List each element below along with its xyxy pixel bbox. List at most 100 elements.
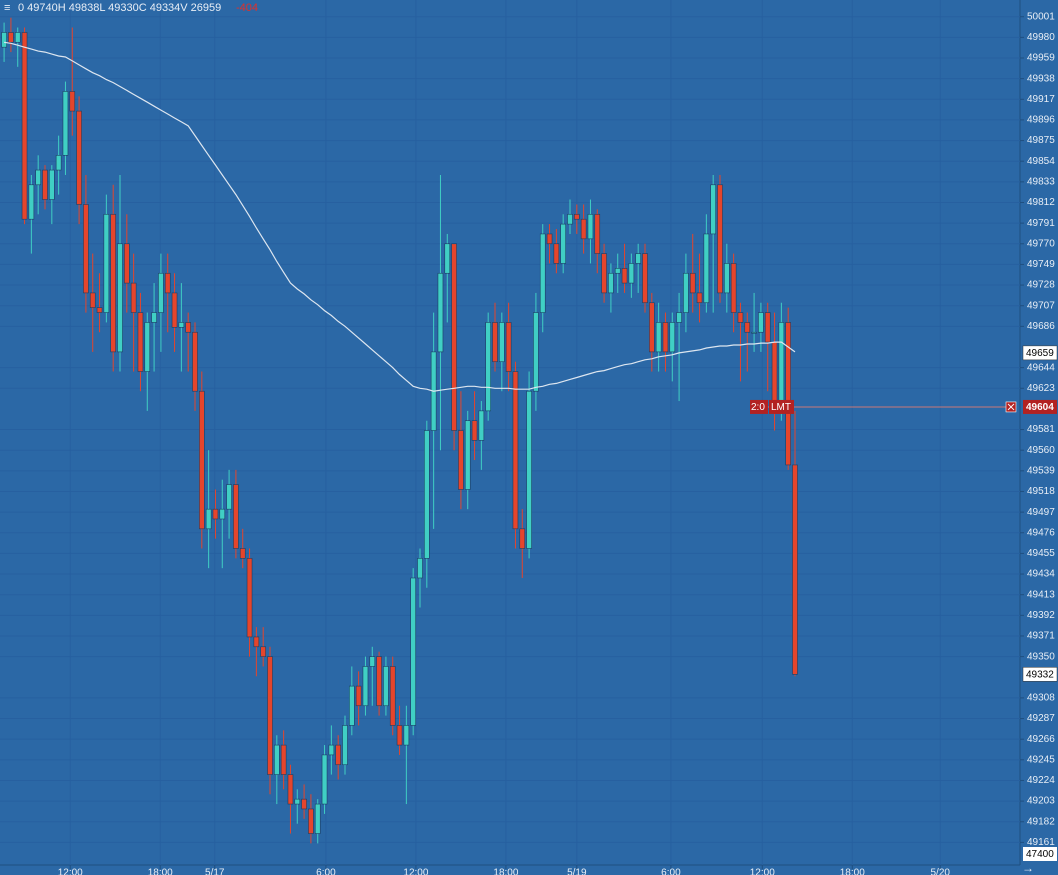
ma-price-label: 49659 (1026, 348, 1054, 359)
candle-body (280, 744, 287, 775)
candle-body (21, 32, 28, 220)
candle-body (669, 322, 676, 353)
candle-body (199, 390, 205, 530)
candle-body (724, 263, 730, 294)
candle-body (737, 312, 744, 323)
candle-body (117, 243, 123, 353)
y-tick-label: 49833 (1027, 176, 1055, 187)
y-tick-label: 49959 (1027, 53, 1055, 64)
candle-body (144, 322, 151, 372)
candle-body (587, 213, 594, 240)
y-tick-label: 49413 (1027, 589, 1055, 600)
candle-body (151, 312, 157, 323)
candle-body (110, 213, 116, 353)
candle-body (655, 322, 662, 353)
candle-body (260, 646, 266, 657)
candle-body (505, 322, 512, 372)
candle-body (355, 685, 362, 707)
candle-body (628, 263, 635, 284)
candle-body (389, 666, 396, 726)
x-tick-label: 6:00 (661, 868, 681, 875)
y-tick-label: 49203 (1027, 796, 1055, 807)
scroll-arrow[interactable]: → (1022, 861, 1034, 875)
candle-body (89, 292, 96, 308)
candle-body (635, 253, 641, 264)
candle-body (710, 184, 716, 235)
candle-body (417, 558, 423, 579)
candle-body (328, 744, 335, 756)
y-tick-label: 49749 (1027, 259, 1055, 270)
last-price-label: 49332 (1026, 669, 1054, 680)
candle-body (478, 410, 485, 441)
candle-body (253, 636, 260, 648)
corner-box (1023, 847, 1057, 861)
candle-body (301, 798, 307, 810)
candle-body (287, 774, 294, 805)
candle-body (792, 464, 798, 675)
marks (1, 17, 1008, 844)
y-tick-label: 49182 (1027, 816, 1055, 827)
y-tick-label: 49938 (1027, 73, 1055, 84)
candle-body (594, 213, 601, 254)
candle-body (35, 169, 41, 186)
candle-body (362, 666, 369, 707)
order-cancel-x (1007, 403, 1015, 411)
candle-body (410, 577, 416, 726)
candle-body (158, 272, 164, 313)
candle-body (192, 331, 198, 392)
grid (0, 0, 1020, 865)
candle-body (424, 430, 430, 559)
y-tick-label: 49392 (1027, 610, 1055, 621)
candle-body (267, 656, 273, 775)
y-tick-label: 49308 (1027, 693, 1055, 704)
order-kind-box (769, 399, 794, 414)
candle-body (560, 223, 566, 264)
y-tick-label: 50001 (1027, 11, 1055, 22)
candle-body (14, 32, 21, 43)
candle-body (171, 292, 178, 328)
x-tick-label: 12:00 (58, 868, 83, 875)
candle-body (485, 322, 491, 412)
y-tick-label: 49497 (1027, 507, 1055, 518)
candle-body (458, 430, 464, 490)
candle-body (178, 322, 185, 328)
x-tick-label: 12:00 (403, 868, 428, 875)
candle-body (55, 155, 62, 171)
candle-body (758, 312, 764, 333)
candle-body (519, 528, 526, 549)
x-tick-label: 18:00 (493, 868, 518, 875)
candle-body (451, 243, 457, 431)
candle-body (314, 803, 321, 834)
candle-body (642, 253, 648, 304)
y-tick-label: 49287 (1027, 713, 1055, 724)
x-tick-label: 18:00 (840, 868, 865, 875)
labels: 50001 49980 49959 49938 49917 49896 49875 49854… (58, 11, 1058, 875)
candle-body (689, 272, 696, 294)
candle-body (376, 656, 382, 707)
candle-body (683, 272, 689, 313)
candle-body (369, 656, 376, 667)
candle-body (567, 213, 573, 225)
candle-body (730, 263, 737, 313)
x-tick-label: 18:00 (148, 868, 173, 875)
candle-body (539, 233, 546, 313)
candle-body (205, 508, 212, 530)
candle-body (696, 292, 703, 304)
candle-body (226, 484, 232, 510)
candle-body (778, 322, 785, 412)
order-kind: LMT (771, 402, 791, 413)
candle-body (621, 268, 628, 284)
candle-body (42, 169, 48, 200)
x-tick-label: 6:00 (316, 868, 336, 875)
y-tick-label: 49455 (1027, 548, 1055, 559)
menu-icon[interactable]: ≡ (4, 2, 10, 14)
candle-body (471, 420, 478, 441)
candle-body (49, 169, 55, 200)
y-tick-label: 49791 (1027, 218, 1055, 229)
candle-body (335, 744, 341, 766)
y-tick-label: 49581 (1027, 424, 1055, 435)
x-tick-label: 5/20 (930, 868, 950, 875)
y-tick-label: 49371 (1027, 631, 1055, 642)
x-tick-label: 5/19 (567, 868, 587, 875)
